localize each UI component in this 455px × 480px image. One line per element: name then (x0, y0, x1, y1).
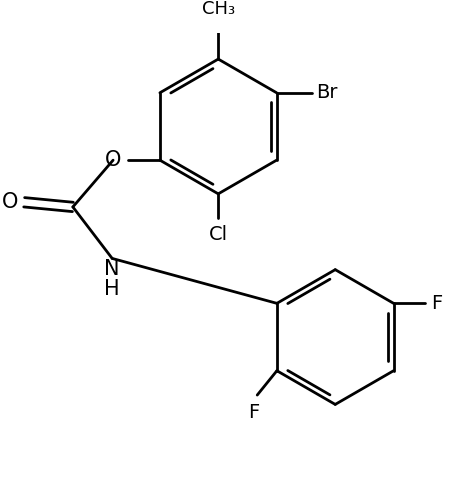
Text: H: H (104, 279, 120, 299)
Text: O: O (105, 150, 121, 170)
Text: Br: Br (316, 83, 338, 102)
Text: F: F (431, 294, 442, 313)
Text: N: N (104, 259, 120, 279)
Text: Cl: Cl (209, 225, 228, 244)
Text: CH₃: CH₃ (202, 0, 235, 18)
Text: F: F (248, 403, 259, 421)
Text: O: O (2, 192, 19, 212)
